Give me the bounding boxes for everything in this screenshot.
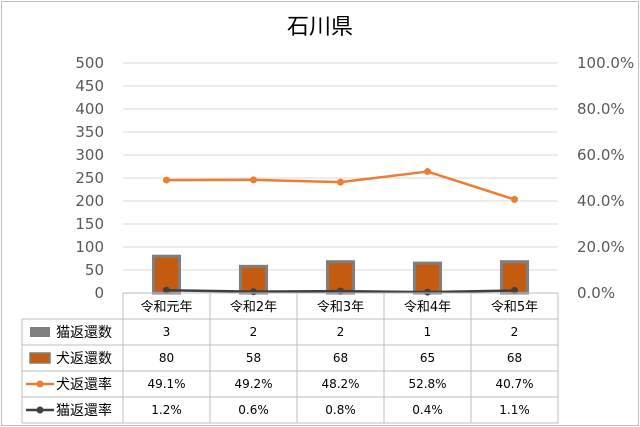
data-label: 0.8% — [325, 403, 356, 417]
chart-title: 石川県 — [287, 15, 353, 40]
series-point — [511, 195, 518, 203]
data-label: 68 — [507, 351, 522, 365]
data-label: 48.2% — [321, 377, 359, 391]
y-tick-label-right: 0.0% — [577, 284, 615, 302]
series-point — [424, 168, 431, 176]
y-tick-label-right: 100.0% — [577, 54, 634, 72]
x-category-label: 令和元年 — [140, 300, 192, 315]
y-tick-label-left: 300 — [75, 146, 104, 164]
data-label: 80 — [159, 351, 174, 365]
data-label: 1.1% — [499, 403, 530, 417]
y-tick-label-left: 50 — [85, 261, 104, 279]
y-tick-label-right: 20.0% — [577, 238, 625, 256]
legend-label: 犬返還率 — [56, 376, 112, 393]
legend-key — [30, 327, 50, 337]
data-label: 40.7% — [495, 377, 533, 391]
y-tick-label-right: 60.0% — [577, 146, 625, 164]
legend-label: 猫返還数 — [56, 325, 112, 341]
data-label: 1 — [424, 325, 432, 339]
y-tick-label-left: 150 — [75, 215, 104, 233]
y-tick-label-left: 0 — [94, 284, 104, 302]
bar-dog-returns — [412, 261, 443, 295]
data-label: 68 — [333, 351, 348, 365]
data-label: 49.2% — [234, 377, 272, 391]
data-label: 49.1% — [147, 377, 185, 391]
series-point — [511, 286, 518, 294]
y-tick-label-left: 250 — [75, 169, 104, 187]
gridlines — [123, 62, 558, 271]
y-tick-label-left: 200 — [75, 192, 104, 210]
series-point — [424, 288, 431, 296]
data-label: 0.6% — [238, 403, 269, 417]
y-tick-label-left: 350 — [75, 123, 104, 141]
x-category-label: 令和5年 — [491, 300, 538, 315]
series-point — [337, 178, 344, 186]
series-point — [337, 287, 344, 295]
data-label: 3 — [163, 325, 171, 339]
data-label: 52.8% — [408, 377, 446, 391]
x-category-label: 令和4年 — [404, 300, 451, 315]
legend-key-marker — [36, 380, 44, 388]
series-point — [250, 288, 257, 296]
legend-key-marker — [36, 406, 44, 414]
y-tick-label-left: 400 — [75, 100, 104, 118]
axis-labels: 0 50 100 150 200 250 300 350 400 450 500 0.0% 20.0% 4… — [75, 54, 634, 302]
data-label: 1.2% — [151, 403, 182, 417]
data-label: 0.4% — [412, 403, 443, 417]
series-point — [163, 176, 170, 184]
x-category-label: 令和2年 — [230, 300, 277, 315]
data-label: 58 — [246, 351, 261, 365]
data-label: 2 — [250, 325, 258, 339]
y-tick-label-right: 40.0% — [577, 192, 625, 210]
data-label: 2 — [511, 325, 519, 339]
bar-layer — [151, 254, 530, 295]
series-point — [163, 286, 170, 294]
data-label: 65 — [420, 351, 435, 365]
y-tick-label-left: 450 — [75, 77, 104, 95]
y-tick-label-left: 100 — [75, 238, 104, 256]
legend-label: 猫返還率 — [56, 402, 112, 419]
y-tick-label-right: 80.0% — [577, 100, 625, 118]
data-label: 2 — [337, 325, 345, 339]
x-category-label: 令和3年 — [317, 300, 364, 315]
series-point — [250, 176, 257, 184]
legend-label: 犬返還数 — [56, 351, 112, 367]
y-tick-label-left: 500 — [75, 54, 104, 72]
legend-key — [29, 352, 51, 364]
